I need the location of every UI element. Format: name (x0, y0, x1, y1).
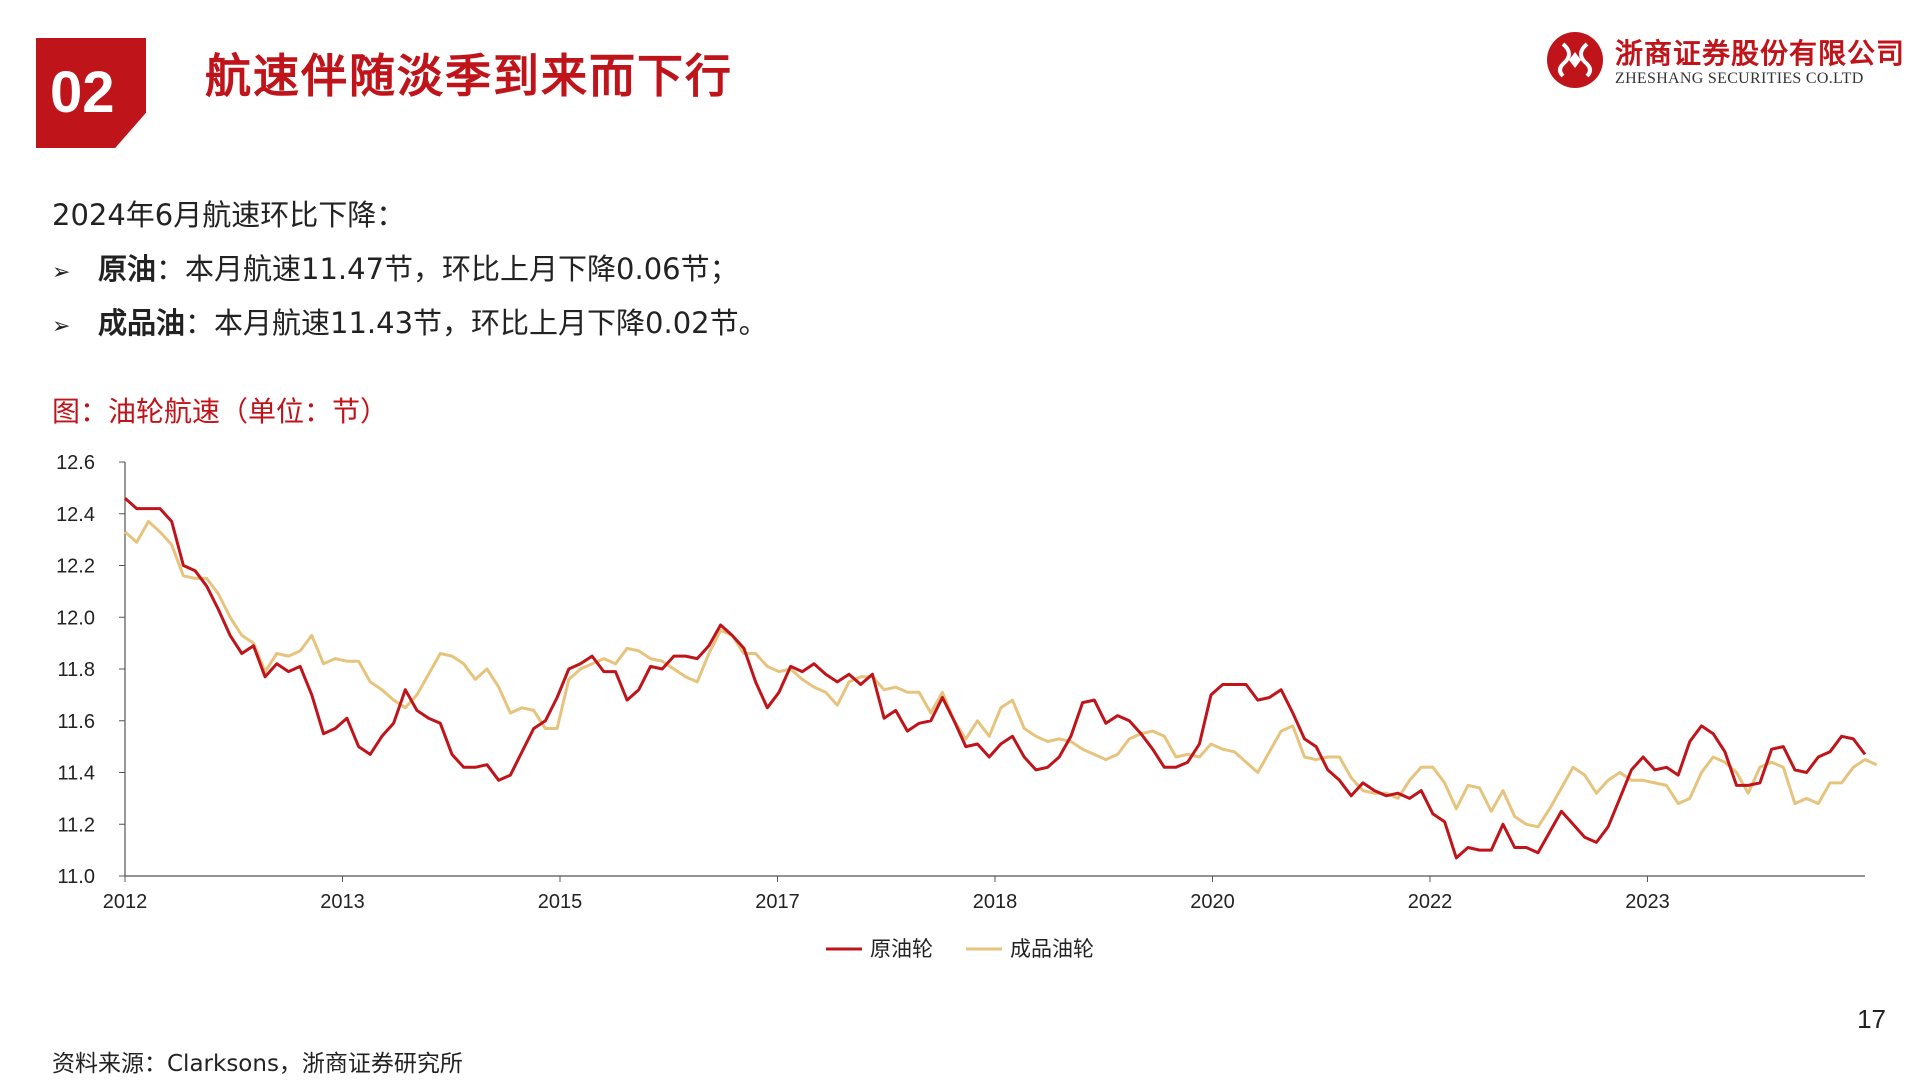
x-tick-label: 2017 (755, 891, 800, 913)
x-tick-label: 2013 (320, 891, 365, 913)
zheshang-logo-icon (1547, 32, 1603, 88)
section-number-badge: 02 (36, 38, 146, 148)
x-tick-label: 2015 (538, 891, 583, 913)
legend-label-crude: 原油轮 (870, 937, 933, 961)
bullet-text: ：本月航速11.43节，环比上月下降0.02节。 (185, 306, 768, 340)
intro-text: 2024年6月航速环比下降： (52, 198, 406, 232)
bullet-label: 成品油 (98, 306, 186, 340)
x-tick-label: 2022 (1408, 891, 1453, 913)
tanker-speed-chart: 11.0 11.2 11.4 11.6 11.8 12.0 12.2 12.4 12.6 2012… (56, 452, 1878, 961)
brand-name-en: ZHESHANG SECURITIES CO.LTD (1615, 70, 1864, 87)
bullet-crude: ➢ 原油：本月航速11.47节，环比上月下降0.06节； (52, 246, 739, 288)
arrow-bullet-icon: ➢ (52, 260, 71, 285)
y-tick-label: 12.4 (56, 504, 95, 526)
source-note: 资料来源：Clarksons，浙商证券研究所 (52, 1051, 463, 1077)
bullet-product: ➢ 成品油：本月航速11.43节，环比上月下降0.02节。 (52, 300, 768, 342)
figure-title: 图：油轮航速（单位：节） (52, 395, 389, 428)
arrow-bullet-icon: ➢ (52, 314, 71, 339)
brand-logo: 浙商证券股份有限公司 ZHESHANG SECURITIES CO.LTD (1545, 30, 1904, 90)
x-tick-label: 2023 (1625, 891, 1670, 913)
legend-label-product: 成品油轮 (1010, 937, 1094, 961)
x-tick-label: 2018 (973, 891, 1018, 913)
y-tick-label: 11.8 (58, 659, 95, 681)
series-line-product (124, 520, 1878, 829)
y-tick-label: 12.0 (56, 607, 95, 629)
y-tick-label: 11.2 (58, 814, 95, 836)
x-tick-label: 2012 (103, 891, 148, 913)
series-line-crude (124, 497, 1867, 860)
page-title: 航速伴随淡季到来而下行 (205, 49, 733, 103)
brand-name-cn: 浙商证券股份有限公司 (1615, 37, 1906, 70)
y-tick-label: 11.6 (58, 711, 95, 733)
page-number: 17 (1857, 1004, 1886, 1034)
bullet-label: 原油 (98, 252, 157, 286)
y-tick-label: 11.0 (58, 866, 95, 888)
y-tick-label: 12.2 (56, 556, 95, 578)
bullet-text: ：本月航速11.47节，环比上月下降0.06节； (156, 252, 739, 286)
y-tick-label: 11.4 (58, 763, 95, 785)
x-tick-label: 2020 (1190, 891, 1235, 913)
y-tick-label: 12.6 (56, 452, 95, 474)
